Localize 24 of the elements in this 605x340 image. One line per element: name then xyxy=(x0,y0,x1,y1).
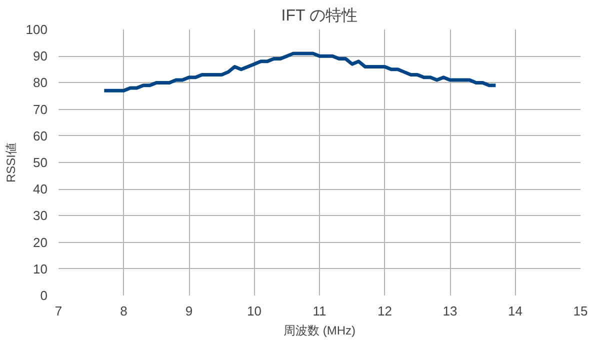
x-tick-label: 12 xyxy=(378,304,392,318)
x-tick-label: 7 xyxy=(54,304,62,318)
y-tick-label: 90 xyxy=(33,48,48,64)
x-axis-title: 周波数 (MHz) xyxy=(284,324,356,338)
y-tick-label: 0 xyxy=(40,288,48,303)
y-axis-title: RSSI値 xyxy=(4,142,18,183)
y-tick-label: 20 xyxy=(33,234,48,250)
x-tick-label: 15 xyxy=(573,304,588,318)
y-tick-label: 30 xyxy=(33,208,48,224)
y-tick-label: 60 xyxy=(33,128,48,144)
x-tick-label: 10 xyxy=(247,304,262,318)
y-tick-label: 50 xyxy=(33,155,48,170)
line-series xyxy=(102,52,498,92)
y-tick-label: 70 xyxy=(33,102,48,117)
y-tick-label: 10 xyxy=(33,261,48,276)
x-tick-label: 13 xyxy=(442,304,458,318)
x-tick-label: 11 xyxy=(312,304,326,318)
y-tick-label: 100 xyxy=(26,22,48,37)
x-tick-label: 8 xyxy=(120,304,128,318)
x-tick-label: 14 xyxy=(508,304,522,318)
y-tick-label: 40 xyxy=(33,182,48,197)
y-tick-label: 80 xyxy=(33,75,48,90)
x-tick-label: 9 xyxy=(185,304,193,318)
chart-title: IFT の特性 xyxy=(281,6,358,24)
